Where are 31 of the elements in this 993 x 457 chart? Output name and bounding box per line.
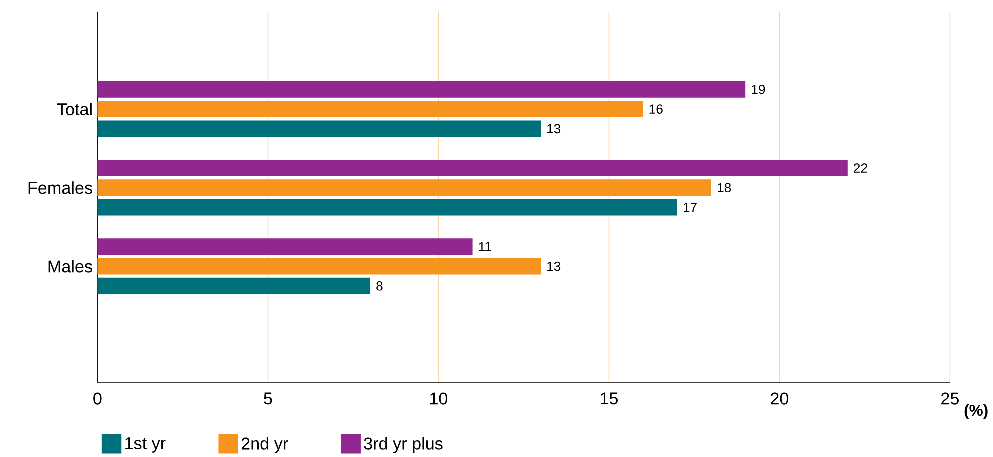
- data-label: 19: [752, 85, 766, 94]
- legend-label: 3rd yr plus: [364, 437, 443, 454]
- bar: [98, 160, 848, 177]
- bar: [98, 81, 746, 98]
- data-label: 17: [684, 203, 697, 212]
- bar: [98, 278, 370, 294]
- x-axis-title: (%): [964, 404, 988, 420]
- x-tick-label: 15: [600, 392, 618, 405]
- data-label: 13: [548, 262, 561, 272]
- data-label: 11: [479, 242, 492, 252]
- x-tick-label: 10: [430, 392, 448, 405]
- legend-label: 1st yr: [126, 438, 166, 453]
- bar: [98, 180, 712, 196]
- y-tick-label: Males: [48, 260, 92, 273]
- x-tick-label: 5: [264, 392, 272, 405]
- data-label: 16: [650, 104, 663, 114]
- bar: [98, 120, 541, 138]
- bar: [98, 258, 541, 275]
- legend-label: 2nd yr: [242, 437, 288, 454]
- x-tick-label: 25: [942, 392, 959, 405]
- y-tick-label: Total: [57, 103, 92, 116]
- x-tick-label: 0: [94, 392, 102, 405]
- bar: [98, 238, 473, 256]
- x-tick-label: 20: [771, 392, 789, 405]
- data-label: 8: [376, 282, 383, 291]
- bar: [98, 199, 678, 216]
- data-label: 13: [548, 124, 561, 134]
- bar: [98, 101, 644, 118]
- y-tick-label: Females: [28, 182, 92, 194]
- data-label: 22: [854, 164, 868, 173]
- data-label: 18: [718, 183, 732, 193]
